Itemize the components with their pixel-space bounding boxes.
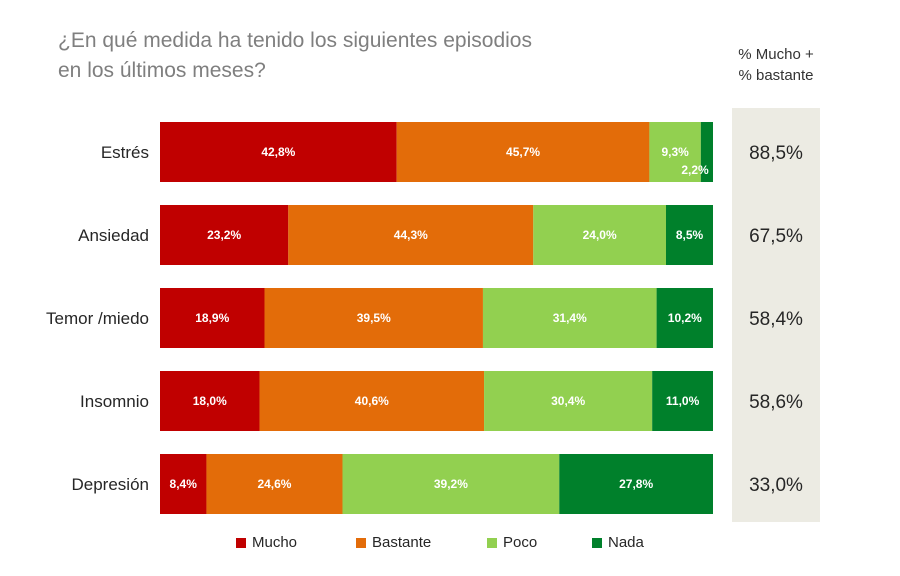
category-label: Estrés [101, 143, 149, 162]
data-label: 30,4% [551, 394, 585, 408]
data-label: 8,4% [170, 477, 198, 491]
category-label: Insomnio [80, 392, 149, 411]
legend-swatch [592, 537, 602, 548]
bar-segment-bastante [288, 205, 534, 265]
legend-item-nada: Nada [592, 534, 644, 551]
data-label: 10,2% [668, 311, 702, 325]
data-label: 18,0% [193, 394, 227, 408]
chart-title: ¿En qué medida ha tenido los siguientes … [58, 26, 578, 86]
chart-title-line-1: ¿En qué medida ha tenido los siguientes … [58, 29, 532, 52]
legend-swatch [236, 537, 246, 548]
chart-title-line-2: en los últimos meses? [58, 59, 266, 82]
bar-segment-bastante [396, 122, 650, 182]
data-label: 42,8% [261, 145, 295, 159]
legend-label: Mucho [252, 534, 298, 551]
legend-item-poco: Poco [487, 534, 537, 551]
data-label: 23,2% [207, 228, 241, 242]
data-label: 39,5% [357, 311, 391, 325]
data-label: 40,6% [355, 394, 389, 408]
bar-segment-bastante [264, 288, 483, 348]
data-label: 9,3% [661, 145, 689, 159]
bar-segment-mucho [160, 122, 397, 182]
category-label: Temor /miedo [46, 309, 149, 328]
totals-panel [732, 108, 820, 522]
legend-label: Bastante [372, 534, 432, 551]
bar-segment-mucho [160, 288, 265, 348]
bar-segment-mucho [160, 205, 289, 265]
bar-segment-bastante [259, 371, 485, 431]
legend-label: Poco [503, 534, 538, 551]
bar-segment-nada [652, 371, 713, 431]
data-label: 18,9% [195, 311, 229, 325]
data-label: 31,4% [553, 311, 587, 325]
bar-segment-poco [484, 371, 653, 431]
legend-label: Nada [608, 534, 644, 551]
data-label: 24,0% [583, 228, 617, 242]
bar-segment-poco [482, 288, 657, 348]
bar-segment-nada [656, 288, 713, 348]
data-label: 45,7% [506, 145, 540, 159]
bar-segment-nada [700, 122, 713, 182]
bar-segment-nada [665, 205, 713, 265]
total-value: 58,6% [749, 392, 803, 413]
category-label: Ansiedad [78, 226, 149, 245]
data-label: 39,2% [434, 477, 468, 491]
legend-item-mucho: Mucho [236, 534, 297, 551]
bar-segment-nada [559, 454, 713, 514]
bar-segment-poco [649, 122, 701, 182]
data-label: 2,2% [681, 163, 709, 177]
totals-header: % Mucho + % bastante [726, 44, 826, 86]
data-label: 27,8% [619, 477, 653, 491]
bar-segment-mucho [160, 454, 207, 514]
data-label: 24,6% [257, 477, 291, 491]
bar-segment-poco [342, 454, 560, 514]
chart-legend: Mucho Bastante Poco Nada [0, 534, 900, 556]
total-value: 88,5% [749, 143, 803, 164]
legend-swatch [487, 537, 497, 548]
bar-segment-mucho [160, 371, 260, 431]
legend-swatch [356, 537, 366, 548]
data-label: 44,3% [394, 228, 428, 242]
totals-header-line-2: % bastante [738, 67, 814, 84]
totals-header-line-1: % Mucho + [738, 46, 814, 63]
data-label: 11,0% [666, 394, 700, 408]
total-value: 67,5% [749, 226, 803, 247]
bar-segment-poco [533, 205, 666, 265]
category-label: Depresión [72, 475, 150, 494]
data-label: 8,5% [676, 228, 704, 242]
total-value: 58,4% [749, 309, 803, 330]
bar-segment-bastante [206, 454, 343, 514]
total-value: 33,0% [749, 475, 803, 496]
legend-item-bastante: Bastante [356, 534, 431, 551]
